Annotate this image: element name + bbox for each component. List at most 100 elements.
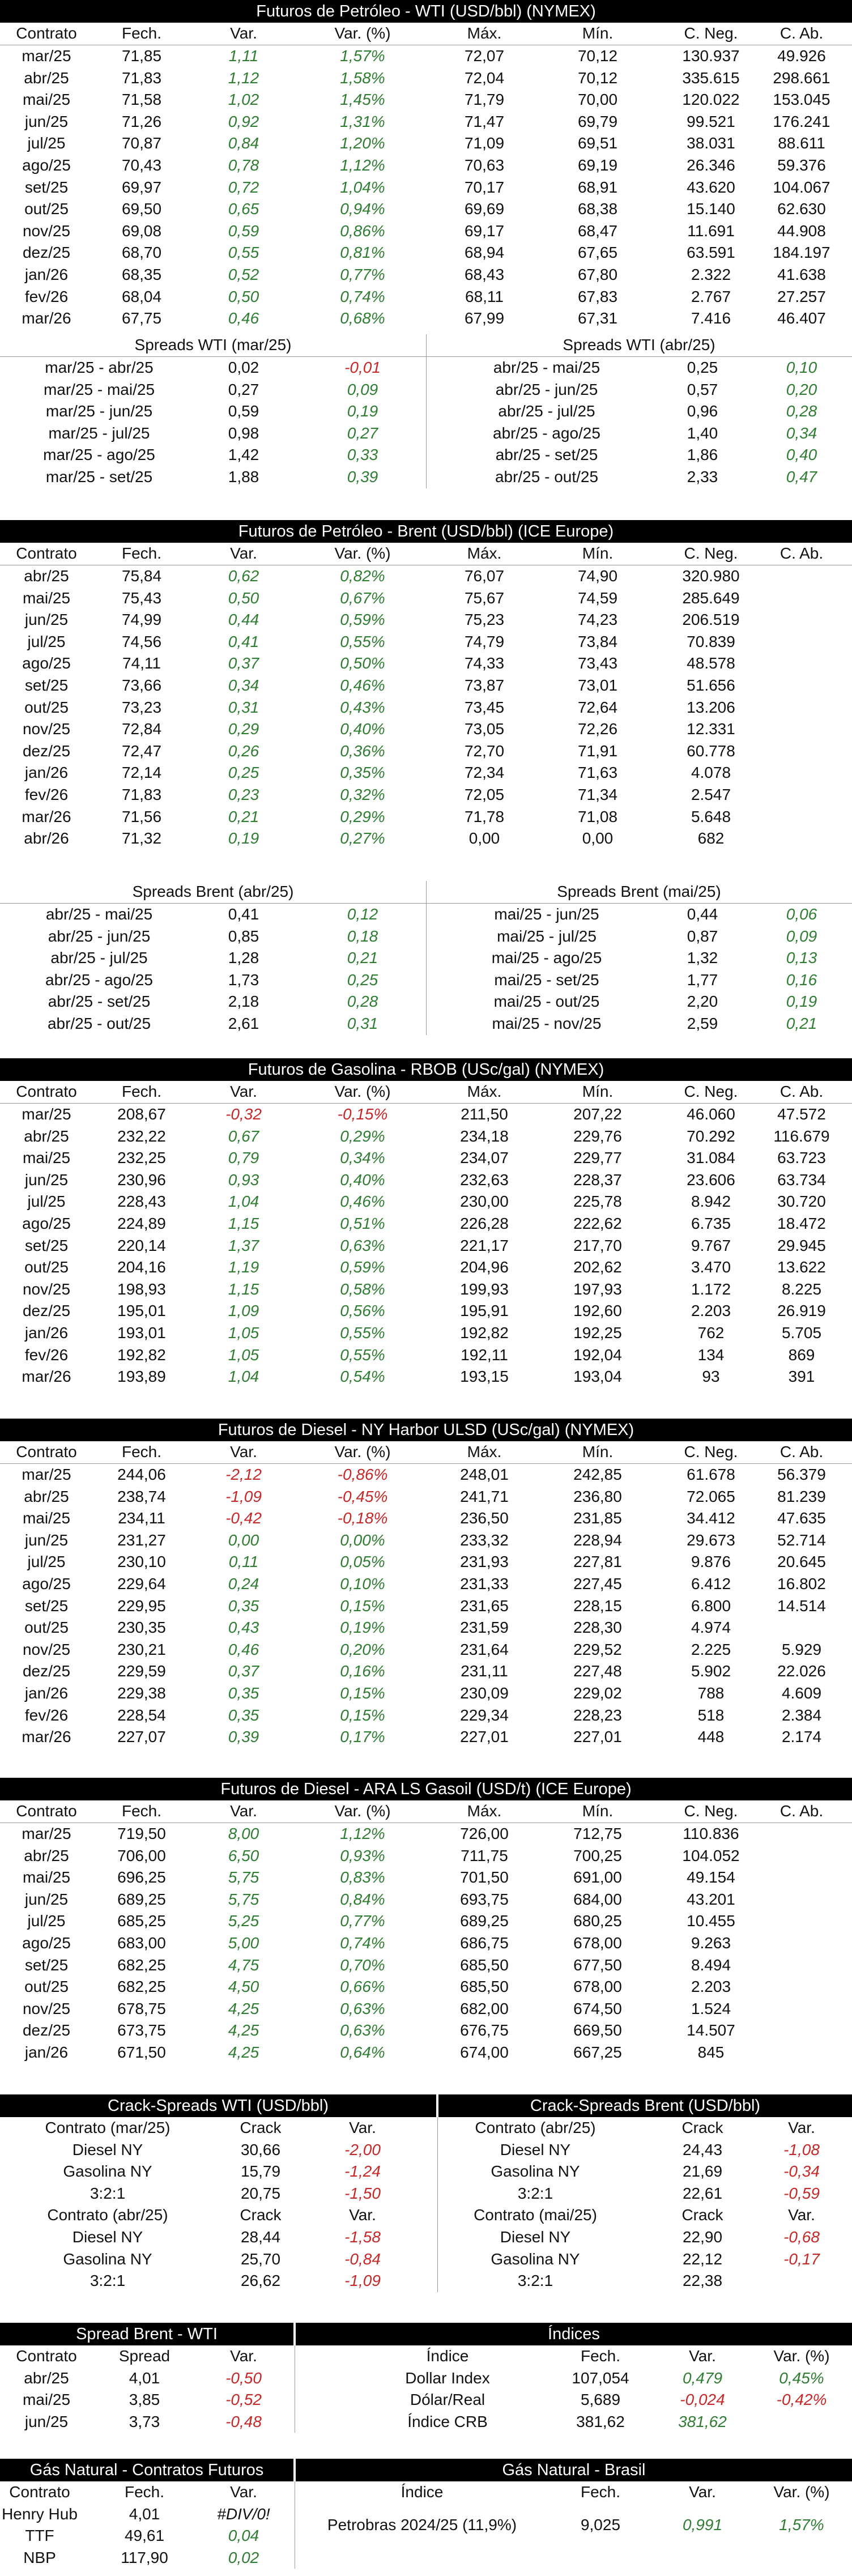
gas-brasil-title: Gás Natural - Brasil bbox=[296, 2459, 852, 2481]
gasoil-cell: 5,25 bbox=[228, 1912, 259, 1930]
wti-cell: 71,58 bbox=[121, 91, 162, 109]
rbob-col-header: Var. bbox=[230, 1083, 257, 1100]
brent-cell: mar/26 bbox=[22, 807, 71, 825]
brent-spread-left-cell: 0,12 bbox=[347, 905, 378, 923]
indices-cell: Dólar/Real bbox=[410, 2391, 485, 2409]
rbob-col-header: Fech. bbox=[121, 1083, 162, 1100]
brent-cell: 73,43 bbox=[577, 654, 618, 672]
wti-cell: 67,83 bbox=[577, 287, 618, 305]
gasoil-cell: 0,70% bbox=[340, 1956, 385, 1974]
ulsd-cell: 238,74 bbox=[117, 1487, 166, 1505]
spread-bw-title: Spread Brent - WTI bbox=[0, 2323, 293, 2345]
crack-cell: -1,09 bbox=[344, 2272, 381, 2290]
brent-cell: 71,91 bbox=[577, 742, 618, 760]
ulsd-cell: 0,05% bbox=[340, 1553, 385, 1571]
gas-futures-col-header: Var. bbox=[230, 2483, 257, 2501]
gas-brasil-cell: 1,57% bbox=[779, 2515, 824, 2534]
brent-cell: 74,99 bbox=[121, 611, 162, 629]
wti-cell: 69,51 bbox=[577, 134, 618, 152]
ulsd-cell: 2.174 bbox=[781, 1728, 822, 1746]
gasoil-cell: 686,75 bbox=[460, 1934, 509, 1952]
gasoil-cell: 104.052 bbox=[682, 1846, 740, 1864]
wti-cell: 99.521 bbox=[687, 112, 735, 130]
indices-col-header: Var. (%) bbox=[773, 2347, 830, 2365]
wti-spread-right-cell: abr/25 - set/25 bbox=[495, 446, 598, 464]
gasoil-cell: 706,00 bbox=[117, 1846, 166, 1864]
rbob-cell: 222,62 bbox=[573, 1215, 622, 1232]
wti-cell: 1,20% bbox=[340, 134, 385, 152]
wti-cell: 69,50 bbox=[121, 200, 162, 218]
gasoil-cell: 2.203 bbox=[691, 1978, 731, 1996]
rbob-cell: 204,16 bbox=[117, 1258, 166, 1276]
wti-cell: 1,11 bbox=[228, 47, 259, 65]
ulsd-cell: 236,50 bbox=[460, 1509, 509, 1527]
gasoil-cell: ago/25 bbox=[22, 1934, 71, 1952]
rbob-cell: 46.060 bbox=[687, 1105, 735, 1123]
ulsd-cell: 22.026 bbox=[777, 1662, 826, 1680]
ulsd-cell: -0,18% bbox=[337, 1509, 388, 1527]
wti-cell: 68,70 bbox=[121, 244, 162, 262]
ulsd-cell: ago/25 bbox=[22, 1575, 71, 1593]
brent-cell: 72,34 bbox=[464, 764, 505, 782]
gasoil-cell: 0,63% bbox=[340, 1999, 385, 2017]
brent-cell: 73,05 bbox=[464, 720, 505, 738]
gasoil-cell: 49.154 bbox=[687, 1868, 735, 1887]
brent-spread-right-cell: 2,20 bbox=[687, 993, 718, 1011]
ulsd-cell: 0,15% bbox=[340, 1684, 385, 1702]
crack-cell: 30,66 bbox=[240, 2140, 281, 2158]
ulsd-col-header: C. Neg. bbox=[684, 1443, 738, 1461]
wti-cell: abr/25 bbox=[24, 69, 69, 87]
rbob-cell: 116.679 bbox=[773, 1127, 830, 1145]
brent-spread-left-cell: 1,73 bbox=[228, 970, 259, 989]
rbob-cell: abr/25 bbox=[24, 1127, 69, 1145]
ulsd-cell: 229,02 bbox=[573, 1684, 622, 1702]
spread-bw-cell: -0,52 bbox=[225, 2391, 262, 2409]
spread-bw-col-header: Var. bbox=[230, 2347, 257, 2365]
ulsd-cell: 20.645 bbox=[777, 1553, 826, 1571]
gasoil-cell: 684,00 bbox=[573, 1890, 622, 1908]
wti-cell: 130.937 bbox=[682, 47, 740, 65]
indices-cell: 0,45% bbox=[779, 2369, 824, 2387]
wti-cell: 2.767 bbox=[691, 287, 731, 305]
gas-brasil-col-header: Var. bbox=[689, 2483, 716, 2501]
rbob-cell: nov/25 bbox=[22, 1280, 71, 1298]
wti-spread-right-cell: abr/25 - out/25 bbox=[495, 468, 599, 486]
ulsd-cell: out/25 bbox=[24, 1619, 69, 1637]
wti-cell: 68,35 bbox=[121, 266, 162, 283]
gasoil-cell: 0,93% bbox=[340, 1846, 385, 1864]
gasoil-cell: 669,50 bbox=[573, 2021, 622, 2039]
gasoil-cell: 0,84% bbox=[340, 1890, 385, 1908]
ulsd-title: Futuros de Diesel - NY Harbor ULSD (USc/… bbox=[0, 1419, 852, 1441]
wti-cell: 1,12 bbox=[228, 69, 259, 87]
rbob-cell: 1,15 bbox=[228, 1280, 259, 1298]
rbob-cell: 30.720 bbox=[777, 1193, 826, 1211]
wti-cell: 120.022 bbox=[682, 91, 740, 109]
gasoil-cell: 685,25 bbox=[117, 1912, 166, 1930]
ulsd-cell: 244,06 bbox=[117, 1466, 166, 1483]
brent-col-header: Mín. bbox=[582, 544, 614, 562]
crack-cell: 3:2:1 bbox=[517, 2272, 553, 2290]
crack-cell: -0,68 bbox=[783, 2228, 820, 2246]
wti-spread-left-cell: 1,42 bbox=[228, 446, 259, 464]
wti-cell: nov/25 bbox=[22, 222, 71, 240]
rbob-cell: 193,01 bbox=[117, 1324, 166, 1342]
wti-cell: 71,47 bbox=[464, 112, 505, 130]
wti-cell: 67,31 bbox=[577, 309, 618, 327]
wti-cell: 43.620 bbox=[687, 178, 735, 196]
rbob-cell: 226,28 bbox=[460, 1215, 509, 1232]
spread-bw-cell: -0,48 bbox=[225, 2412, 262, 2430]
brent-cell: 0,55% bbox=[340, 632, 385, 650]
crack-col-var: Var. bbox=[349, 2119, 376, 2136]
gasoil-cell: 5,75 bbox=[228, 1868, 259, 1887]
ulsd-col-header: Mín. bbox=[582, 1443, 614, 1461]
wti-cell: 1,58% bbox=[340, 69, 385, 87]
brent-cell: 72,47 bbox=[121, 742, 162, 760]
gas-futures-cell: Henry Hub bbox=[2, 2505, 78, 2523]
gasoil-cell: nov/25 bbox=[22, 1999, 71, 2017]
wti-cell: 38.031 bbox=[687, 134, 735, 152]
wti-spread-left-cell: mar/25 - jun/25 bbox=[45, 402, 153, 420]
ulsd-cell: 229,59 bbox=[117, 1662, 166, 1680]
brent-cell: 71,08 bbox=[577, 807, 618, 825]
wti-spread-right-cell: 0,40 bbox=[786, 446, 817, 464]
brent-cell: 0,50% bbox=[340, 654, 385, 672]
